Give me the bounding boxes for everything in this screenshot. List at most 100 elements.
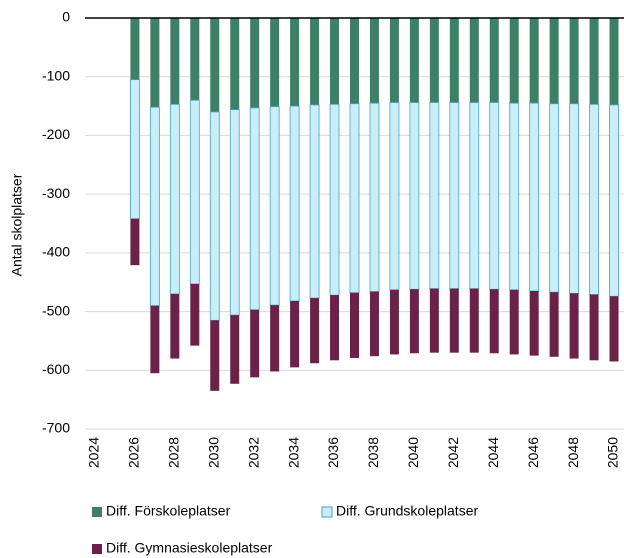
bar-segment [329,103,340,296]
legend-label: Diff. Grundskoleplatser [336,503,478,519]
bar-segment [350,18,359,104]
y-tick-label: -500 [42,302,70,318]
bar-segment [350,292,359,358]
bar-segment [330,295,340,361]
bar-segment [409,18,419,103]
bar-segment [589,103,599,295]
x-tick-label: 2040 [405,437,421,468]
bar-segment [170,293,180,359]
x-tick-label: 2050 [605,437,621,468]
x-tick-label: 2038 [365,437,381,468]
bar-segment [449,102,460,290]
bar-segment [190,18,200,101]
legend-label: Diff. Gymnasieskoleplatser [106,540,273,556]
bar-segment [290,301,300,368]
y-tick-label: -700 [42,420,70,436]
bar-segment [429,102,440,290]
bar-segment [489,18,499,103]
bar-segment [210,18,220,112]
bar-segment [230,315,240,384]
legend-label: Diff. Förskoleplatser [106,503,231,519]
y-tick-label: -300 [42,185,70,201]
bar-segment [149,106,160,307]
x-tick-label: 2026 [126,437,142,468]
x-tick-label: 2042 [445,437,461,468]
bar-segment [529,18,539,104]
y-tick-label: -400 [42,244,70,260]
bar-segment [130,18,140,80]
bar-segment [229,109,240,316]
bar-segment [389,102,400,291]
bar-segment [270,18,280,107]
bar-segment [449,288,459,353]
bar-segment [249,107,260,311]
x-tick-label: 2028 [166,437,182,468]
bar-segment [330,18,340,105]
bar-segment [270,305,280,372]
bar-segment [310,298,320,364]
x-tick-label: 2044 [485,437,501,468]
bar-segment [250,309,260,378]
bar-segment [589,18,599,105]
bar-segment [429,288,439,353]
bar-segment [609,104,619,297]
x-tick-label: 2032 [245,437,261,468]
y-tick-label: -100 [42,67,70,83]
bar-segment [509,102,520,291]
bar-segment [409,289,419,354]
bar-segment [150,305,160,374]
bar-segment [529,102,540,292]
legend-swatch [92,507,102,517]
bar-segment [549,103,560,293]
bar-segment [469,288,479,353]
bar-segment [349,103,360,294]
x-tick-label: 2036 [325,437,341,468]
bar-segment [609,296,619,362]
bar-segment [549,18,559,104]
legend-swatch [92,544,102,554]
bar-segment [169,103,180,295]
bar-segment [369,291,379,357]
bar-segment [250,18,260,108]
bar-segment [509,289,519,355]
x-tick-label: 2046 [525,437,541,468]
bar-segment [310,18,320,105]
x-tick-label: 2030 [205,437,221,468]
bar-segment [209,111,220,321]
bar-segment [269,106,280,306]
x-tick-label: 2024 [86,437,102,468]
legend-swatch [321,506,333,518]
bar-segment [569,293,579,359]
x-tick-label: 2034 [285,437,301,468]
bar-segment [489,289,499,354]
y-axis-title: Antal skolplatser [9,173,25,276]
bar-segment [429,18,439,103]
bar-segment [189,99,200,285]
bar-segment [549,292,559,357]
bar-segment [569,103,579,294]
bar-segment [609,18,619,105]
bar-segment [449,18,459,103]
bar-segment [369,18,379,104]
bar-segment [389,289,399,355]
bar-segment [529,291,539,356]
bar-segment [409,102,420,290]
bar-segment [369,102,380,293]
y-tick-label: -200 [42,126,70,142]
bar-segment [509,18,519,104]
x-tick-label: 2048 [565,437,581,468]
bar-segment [489,102,500,290]
y-tick-label: 0 [62,9,70,25]
bar-segment [210,320,220,391]
bar-segment [170,18,180,105]
bar-segment [290,18,300,107]
bar-segment [389,18,399,103]
bar-segment [589,294,599,361]
bar-segment [289,105,300,302]
bar-segment [230,18,240,110]
bar-segment [150,18,160,108]
bar-segment [130,218,140,266]
bar-segment [130,79,140,220]
bar-segment [190,283,200,346]
